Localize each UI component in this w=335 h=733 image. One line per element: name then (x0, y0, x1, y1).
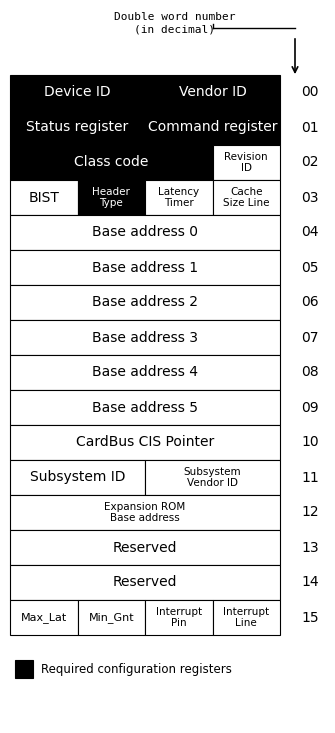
Bar (10, 460, 145, 495)
Bar (145, 75, 280, 110)
Text: 10: 10 (301, 435, 319, 449)
Text: Reserved: Reserved (113, 575, 177, 589)
Bar (212, 600, 280, 635)
Text: 05: 05 (301, 260, 319, 274)
Text: Revision
ID: Revision ID (224, 152, 268, 173)
Text: Base address 2: Base address 2 (92, 295, 198, 309)
Text: Vendor ID: Vendor ID (179, 86, 247, 100)
Text: Header
Type: Header Type (92, 187, 130, 208)
Text: 12: 12 (301, 506, 319, 520)
Bar (10, 320, 280, 355)
Bar (145, 460, 280, 495)
Bar (212, 145, 280, 180)
Text: Interrupt
Line: Interrupt Line (223, 607, 269, 628)
Bar (145, 600, 212, 635)
Text: 07: 07 (301, 331, 319, 345)
Text: 14: 14 (301, 575, 319, 589)
Text: 11: 11 (301, 471, 319, 485)
Text: Status register: Status register (26, 120, 129, 134)
Text: CardBus CIS Pointer: CardBus CIS Pointer (76, 435, 214, 449)
Text: Subsystem ID: Subsystem ID (30, 471, 125, 485)
Text: Min_Gnt: Min_Gnt (88, 612, 134, 623)
Text: 09: 09 (301, 400, 319, 414)
Text: 06: 06 (301, 295, 319, 309)
Text: 02: 02 (301, 155, 319, 169)
Bar (10, 425, 280, 460)
Text: Subsystem
Vendor ID: Subsystem Vendor ID (184, 467, 241, 488)
Text: Cache
Size Line: Cache Size Line (223, 187, 269, 208)
Text: 08: 08 (301, 366, 319, 380)
Bar (10, 285, 280, 320)
Bar (10, 250, 280, 285)
Bar (10, 600, 77, 635)
Text: Expansion ROM
Base address: Expansion ROM Base address (105, 501, 186, 523)
Bar (145, 110, 280, 145)
Text: Class code: Class code (74, 155, 148, 169)
Bar (145, 180, 212, 215)
Text: Command register: Command register (148, 120, 277, 134)
Text: Base address 5: Base address 5 (92, 400, 198, 414)
Text: Double word number: Double word number (114, 12, 236, 22)
Bar (10, 215, 280, 250)
Text: Interrupt
Pin: Interrupt Pin (156, 607, 202, 628)
Text: 03: 03 (301, 191, 319, 205)
Bar (10, 145, 212, 180)
Text: 15: 15 (301, 611, 319, 625)
Text: 13: 13 (301, 540, 319, 554)
Text: Reserved: Reserved (113, 540, 177, 554)
Bar (10, 75, 145, 110)
Text: Latency
Timer: Latency Timer (158, 187, 199, 208)
Bar (77, 600, 145, 635)
Text: (in decimal): (in decimal) (134, 24, 215, 34)
Bar (10, 180, 77, 215)
Bar (10, 110, 145, 145)
Text: 04: 04 (301, 226, 319, 240)
Text: Base address 1: Base address 1 (92, 260, 198, 274)
Bar (10, 390, 280, 425)
Bar (10, 355, 280, 390)
Bar (10, 565, 280, 600)
Text: 01: 01 (301, 120, 319, 134)
Text: Base address 0: Base address 0 (92, 226, 198, 240)
Text: BIST: BIST (28, 191, 59, 205)
Text: Required configuration registers: Required configuration registers (41, 663, 232, 676)
Bar (10, 530, 280, 565)
Bar (212, 180, 280, 215)
Bar (10, 495, 280, 530)
Bar (77, 180, 145, 215)
Text: Base address 3: Base address 3 (92, 331, 198, 345)
Text: Device ID: Device ID (44, 86, 111, 100)
Text: Base address 4: Base address 4 (92, 366, 198, 380)
Text: Max_Lat: Max_Lat (21, 612, 67, 623)
Bar (15, 660, 33, 678)
Text: 00: 00 (301, 86, 319, 100)
